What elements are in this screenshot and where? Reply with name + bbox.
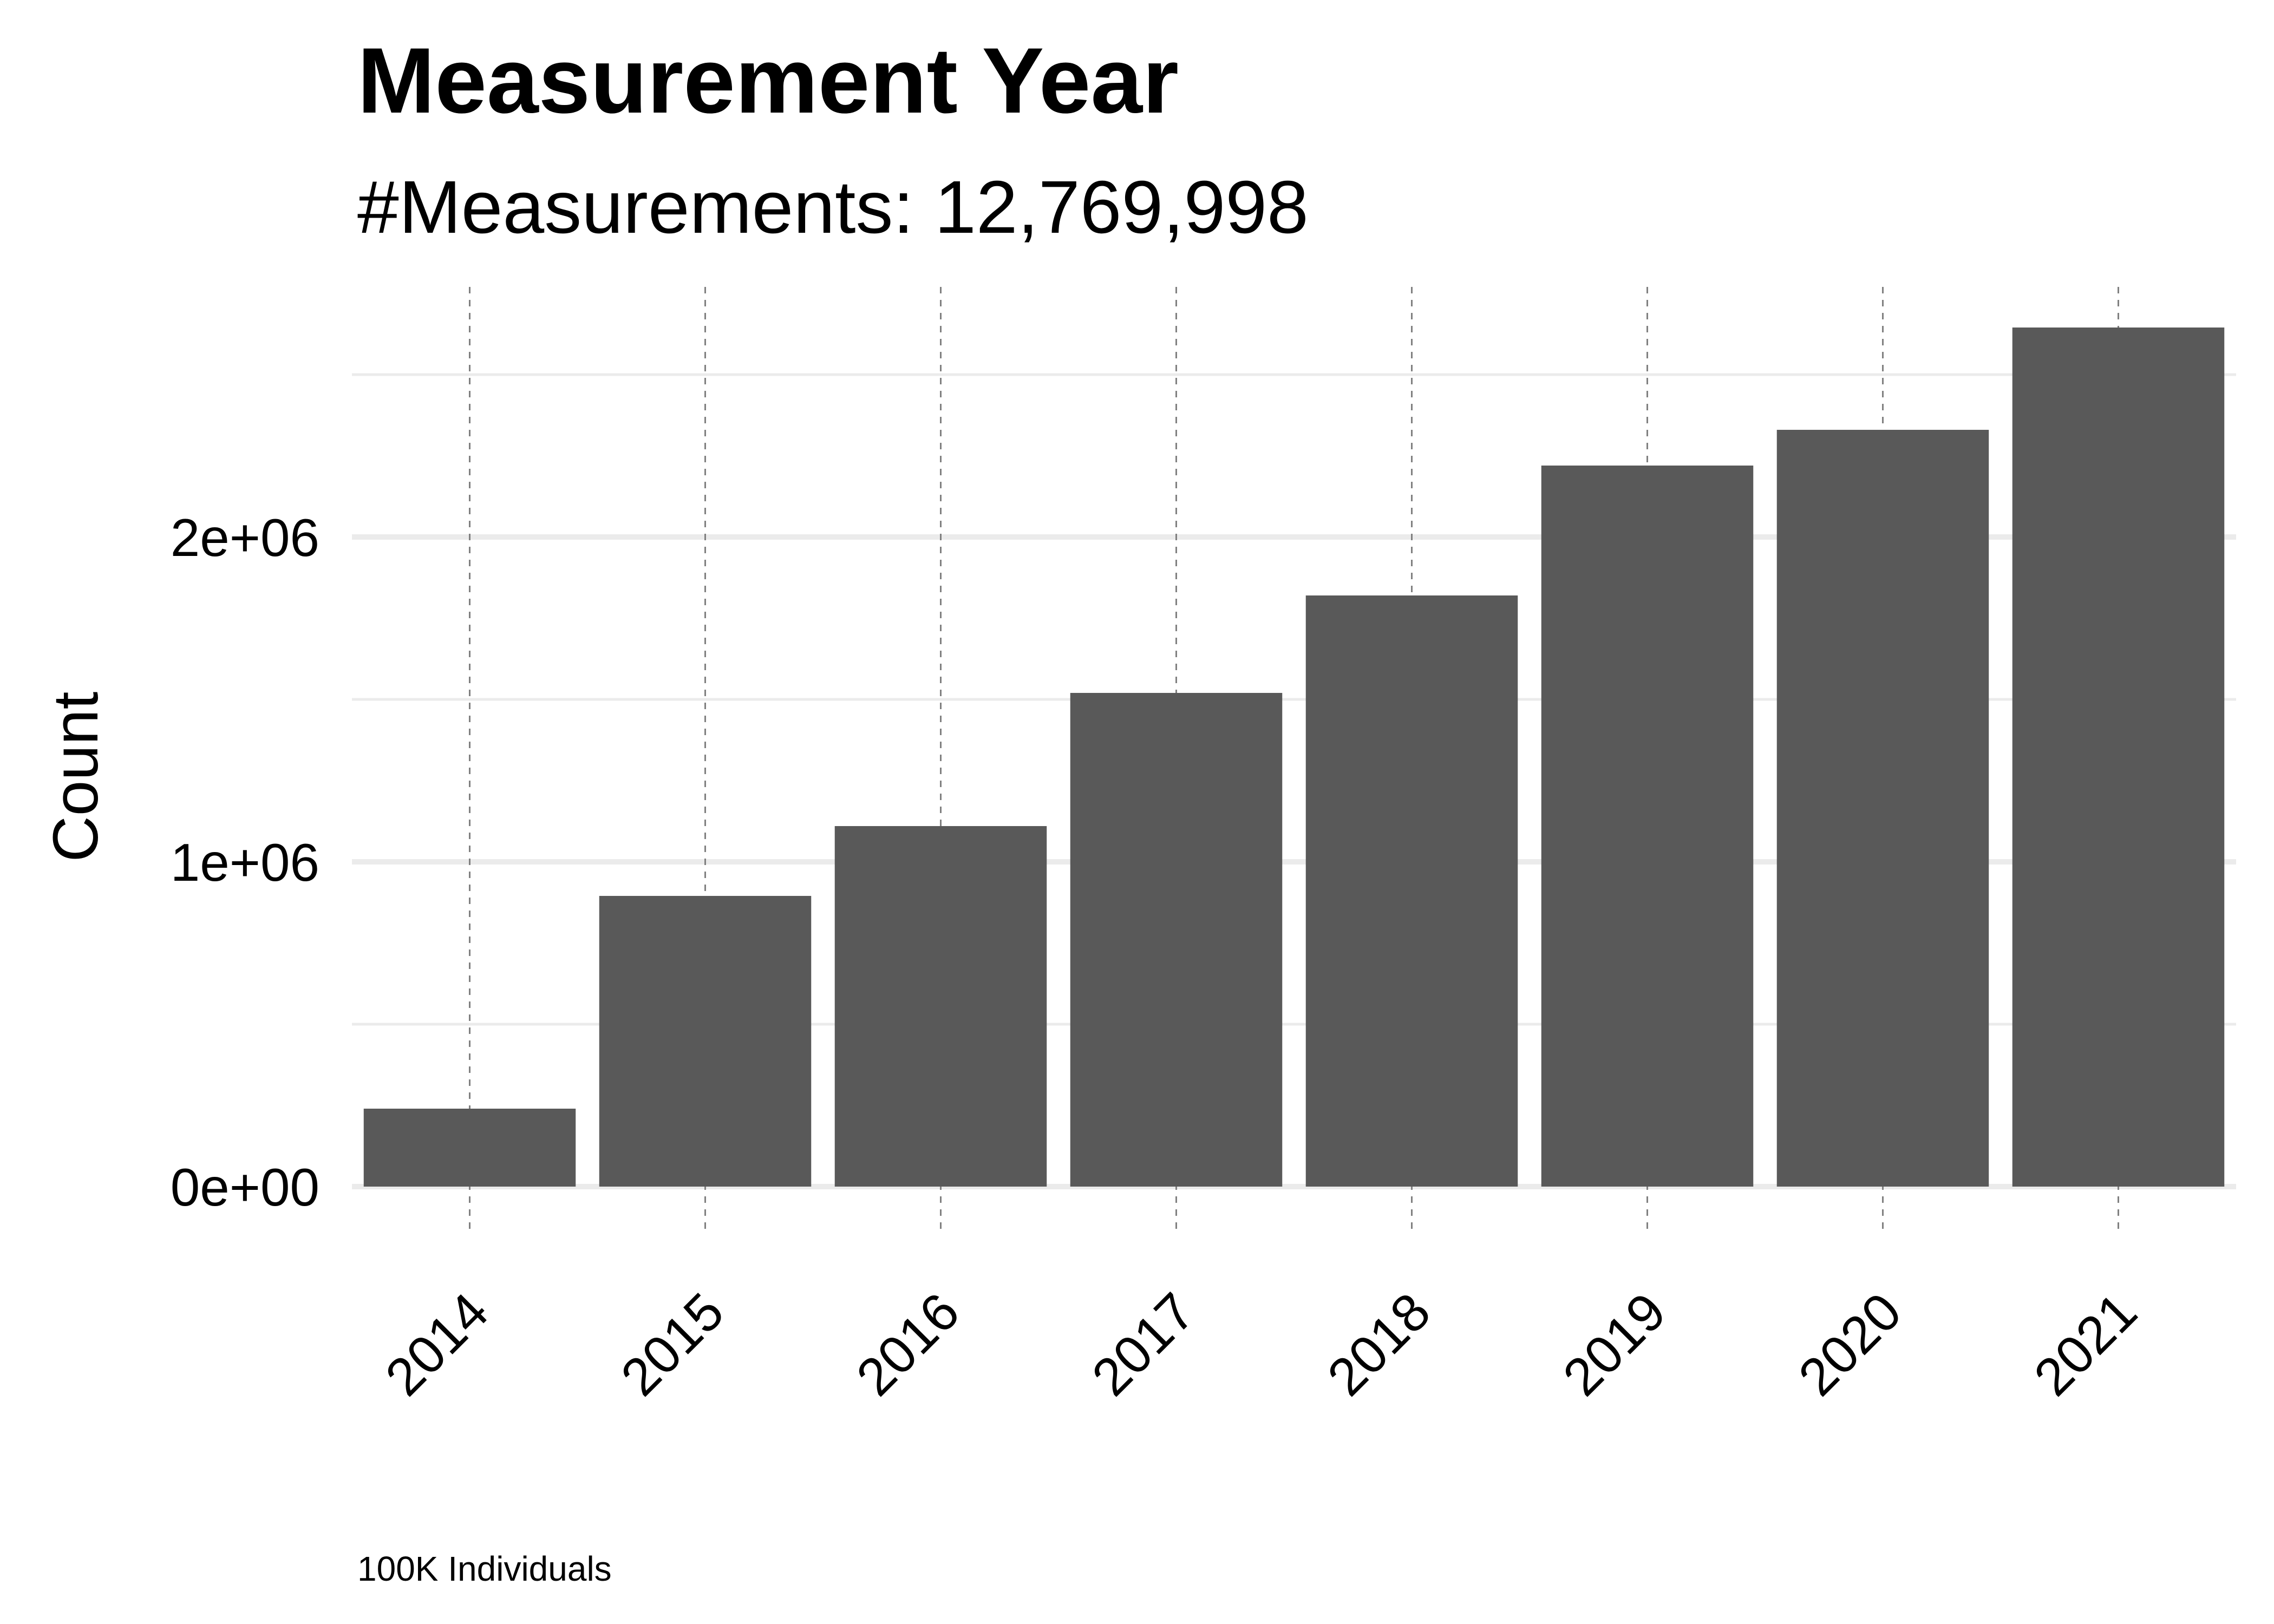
bar-2017 [1070, 693, 1283, 1187]
chart-subtitle: #Measurements: 12,769,998 [357, 166, 1309, 249]
y-tick-label: 2e+06 [171, 508, 319, 567]
bar-2020 [1776, 430, 1989, 1187]
y-tick-layer: 0e+00 1e+06 2e+06 [171, 508, 319, 1217]
bar-2018 [1305, 595, 1518, 1187]
bar-2015 [599, 896, 812, 1187]
y-axis-label: Count [40, 692, 112, 862]
y-tick-label: 1e+06 [171, 833, 319, 892]
y-tick-label: 0e+00 [171, 1157, 319, 1217]
bar-2014 [363, 1109, 576, 1187]
bar-2019 [1541, 466, 1754, 1187]
bar-2016 [834, 826, 1047, 1187]
chart-title: Measurement Year [357, 29, 1179, 133]
chart-caption: 100K Individuals [357, 1549, 612, 1588]
bar-layer [363, 328, 2225, 1187]
bar-2021 [2012, 328, 2225, 1187]
